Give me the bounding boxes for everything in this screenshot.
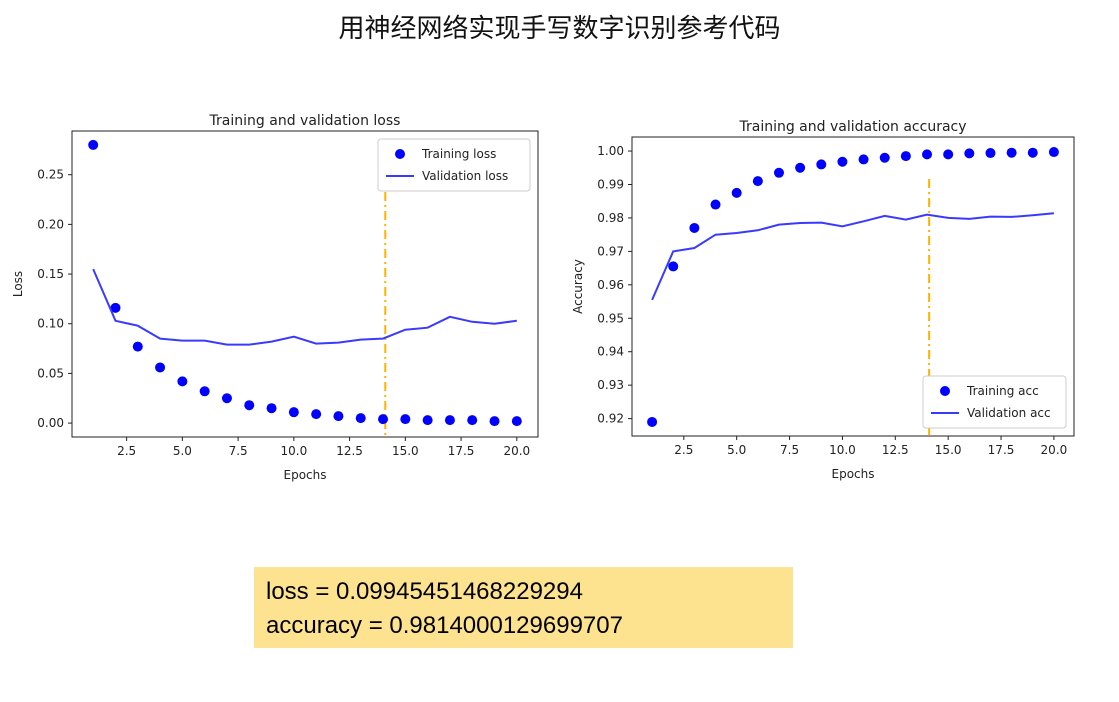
x-tick-label: 20.0 (1041, 443, 1068, 457)
accuracy-chart: Training and validation accuracy Epochs Ac… (571, 119, 1075, 481)
chart-title: Training and validation accuracy (738, 119, 966, 135)
y-tick-label: 0.95 (597, 311, 624, 325)
data-point-training-loss (88, 139, 99, 150)
slide-title: 用神经网络实现手写数字识别参考代码 (338, 14, 781, 44)
y-tick-label: 0.94 (597, 345, 624, 359)
legend: Training loss Validation loss (377, 138, 531, 192)
y-tick-label: 0.15 (37, 267, 64, 281)
y-tick-label: 0.00 (37, 416, 64, 430)
data-point-training-loss (355, 413, 366, 424)
data-point-training-loss (333, 411, 344, 422)
legend-point-swatch (395, 149, 405, 159)
x-tick-label: 5.0 (727, 443, 746, 457)
x-tick-label: 20.0 (503, 444, 530, 458)
data-point-training-acc (710, 199, 721, 210)
data-point-training-acc (900, 151, 911, 162)
x-axis-label: Epochs (832, 467, 875, 481)
y-tick-label: 0.96 (597, 278, 624, 292)
x-tick-label: 2.5 (117, 444, 136, 458)
data-point-training-loss (132, 341, 143, 352)
data-point-training-loss (199, 386, 210, 397)
x-tick-label: 10.0 (280, 444, 307, 458)
x-tick-label: 5.0 (173, 444, 192, 458)
legend-label: Training acc (966, 384, 1039, 398)
x-tick-label: 15.0 (392, 444, 419, 458)
data-point-training-acc (816, 159, 827, 170)
data-point-training-loss (155, 362, 166, 373)
legend-box (377, 138, 531, 192)
data-point-training-loss (400, 414, 411, 425)
data-point-training-acc (964, 148, 975, 159)
plot-frame (71, 130, 539, 438)
y-axis-label: Loss (11, 271, 25, 297)
data-point-training-loss (489, 416, 500, 427)
y-tick-label: 1.00 (597, 144, 624, 158)
data-point-training-acc (985, 148, 996, 159)
x-tick-label: 17.5 (448, 444, 475, 458)
y-tick-label: 0.99 (597, 177, 624, 191)
data-point-training-acc (837, 156, 848, 167)
y-tick-label: 0.97 (597, 244, 624, 258)
y-tick-label: 0.92 (597, 412, 624, 426)
x-tick-label: 7.5 (229, 444, 248, 458)
y-tick-label: 0.93 (597, 378, 624, 392)
data-point-training-acc (922, 149, 933, 160)
y-tick-label: 0.05 (37, 366, 64, 380)
legend: Training acc Validation acc (922, 375, 1067, 429)
x-axis-label: Epochs (284, 468, 327, 482)
data-point-training-loss (266, 403, 277, 414)
data-point-training-acc (858, 154, 869, 165)
x-tick-label: 15.0 (935, 443, 962, 457)
data-point-training-acc (752, 176, 763, 187)
data-point-training-loss (311, 409, 322, 420)
series-line-validation-loss (92, 268, 517, 346)
legend-label: Training loss (421, 147, 496, 161)
data-point-training-acc (773, 167, 784, 178)
x-tick-label: 12.5 (336, 444, 363, 458)
y-tick-label: 0.25 (37, 168, 64, 182)
data-point-training-acc (1006, 147, 1017, 158)
y-tick-label: 0.98 (597, 211, 624, 225)
y-tick-label: 0.20 (37, 217, 64, 231)
data-point-training-acc (689, 222, 700, 233)
data-point-training-loss (288, 407, 299, 418)
loss-chart: Training and validation loss Epochs Loss 2.… (11, 113, 539, 482)
legend-box (922, 375, 1067, 429)
data-point-training-acc (795, 162, 806, 173)
chart-title: Training and validation loss (209, 113, 401, 129)
data-point-training-loss (177, 376, 188, 387)
data-point-training-acc (647, 416, 658, 427)
legend-point-swatch (940, 386, 950, 396)
x-tick-label: 7.5 (780, 443, 799, 457)
x-tick-label: 17.5 (988, 443, 1015, 457)
data-point-training-acc (731, 187, 742, 198)
loss-result-text: loss = 0.09945451468229294 (266, 578, 583, 605)
data-point-training-loss (221, 393, 232, 404)
data-point-training-loss (244, 400, 255, 411)
data-point-training-acc (1027, 147, 1038, 158)
data-point-training-loss (110, 302, 121, 313)
data-point-training-acc (879, 152, 890, 163)
x-tick-label: 12.5 (882, 443, 909, 457)
evaluation-result-box: loss = 0.09945451468229294 accuracy = 0.… (254, 567, 793, 648)
data-point-training-acc (668, 261, 679, 272)
data-point-training-acc (1048, 147, 1059, 158)
accuracy-result-text: accuracy = 0.9814000129699707 (266, 612, 623, 639)
data-point-training-loss (422, 415, 433, 426)
x-tick-label: 2.5 (674, 443, 693, 457)
y-axis-label: Accuracy (571, 259, 585, 314)
x-tick-label: 10.0 (829, 443, 856, 457)
legend-label: Validation acc (967, 406, 1051, 420)
series-line-validation-acc (651, 212, 1054, 301)
data-point-training-loss (444, 415, 455, 426)
legend-label: Validation loss (422, 169, 508, 183)
plot-frame (631, 136, 1075, 437)
data-point-training-loss (511, 416, 522, 427)
data-point-training-loss (378, 414, 389, 425)
data-point-training-acc (943, 149, 954, 160)
y-tick-label: 0.10 (37, 317, 64, 331)
data-point-training-loss (467, 415, 478, 426)
